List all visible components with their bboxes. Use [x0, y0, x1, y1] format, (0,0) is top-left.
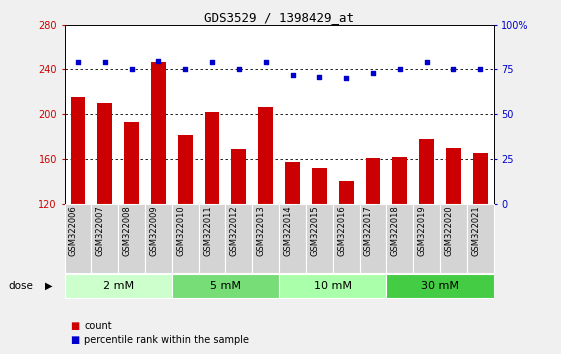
Bar [151, 62, 165, 204]
Text: GSM322006: GSM322006 [69, 206, 78, 256]
Bar [312, 168, 327, 204]
Bar [172, 204, 199, 273]
Bar [65, 274, 172, 298]
Bar [467, 204, 494, 273]
Text: GDS3529 / 1398429_at: GDS3529 / 1398429_at [204, 11, 354, 24]
Text: GSM322015: GSM322015 [310, 206, 319, 256]
Point [369, 70, 378, 76]
Bar [360, 204, 387, 273]
Bar [252, 204, 279, 273]
Text: 30 mM: 30 mM [421, 281, 459, 291]
Point [261, 59, 270, 65]
Bar [124, 122, 139, 204]
Bar [178, 135, 192, 204]
Bar [232, 149, 246, 204]
Text: dose: dose [8, 281, 33, 291]
Bar [393, 156, 407, 204]
Point [234, 67, 243, 72]
Text: GSM322010: GSM322010 [176, 206, 185, 256]
Point [208, 59, 217, 65]
Bar [366, 158, 380, 204]
Bar [65, 204, 91, 273]
Bar [91, 204, 118, 273]
Text: 5 mM: 5 mM [210, 281, 241, 291]
Text: GSM322014: GSM322014 [283, 206, 292, 256]
Point [73, 59, 82, 65]
Bar [419, 139, 434, 204]
Bar [306, 204, 333, 273]
Bar [226, 204, 252, 273]
Text: GSM322008: GSM322008 [122, 206, 132, 256]
Bar [387, 204, 413, 273]
Text: ■: ■ [70, 321, 79, 331]
Bar [440, 204, 467, 273]
Point [181, 67, 190, 72]
Point [100, 59, 109, 65]
Text: GSM322021: GSM322021 [471, 206, 480, 256]
Point [288, 72, 297, 78]
Point [315, 74, 324, 79]
Text: GSM322018: GSM322018 [391, 206, 400, 256]
Text: GSM322019: GSM322019 [417, 206, 426, 256]
Point [476, 67, 485, 72]
Point [342, 75, 351, 81]
Bar [98, 103, 112, 204]
Text: GSM322017: GSM322017 [364, 206, 373, 256]
Text: ■: ■ [70, 335, 79, 345]
Bar [172, 274, 279, 298]
Bar [145, 204, 172, 273]
Text: GSM322016: GSM322016 [337, 206, 346, 256]
Bar [279, 204, 306, 273]
Point [449, 67, 458, 72]
Text: GSM322011: GSM322011 [203, 206, 212, 256]
Text: GSM322009: GSM322009 [149, 206, 158, 256]
Point [396, 67, 404, 72]
Bar [413, 204, 440, 273]
Point [154, 58, 163, 63]
Bar [199, 204, 226, 273]
Text: 2 mM: 2 mM [103, 281, 134, 291]
Text: percentile rank within the sample: percentile rank within the sample [84, 335, 249, 345]
Bar [279, 274, 387, 298]
Text: GSM322012: GSM322012 [230, 206, 239, 256]
Bar [473, 153, 488, 204]
Bar [387, 274, 494, 298]
Text: count: count [84, 321, 112, 331]
Text: GSM322020: GSM322020 [444, 206, 453, 256]
Bar [71, 97, 85, 204]
Text: ▶: ▶ [45, 281, 52, 291]
Bar [339, 181, 353, 204]
Bar [205, 112, 219, 204]
Bar [446, 148, 461, 204]
Bar [333, 204, 360, 273]
Text: 10 mM: 10 mM [314, 281, 352, 291]
Point [422, 59, 431, 65]
Bar [258, 108, 273, 204]
Point [127, 67, 136, 72]
Bar [285, 162, 300, 204]
Bar [118, 204, 145, 273]
Text: GSM322013: GSM322013 [257, 206, 266, 256]
Text: GSM322007: GSM322007 [96, 206, 105, 256]
